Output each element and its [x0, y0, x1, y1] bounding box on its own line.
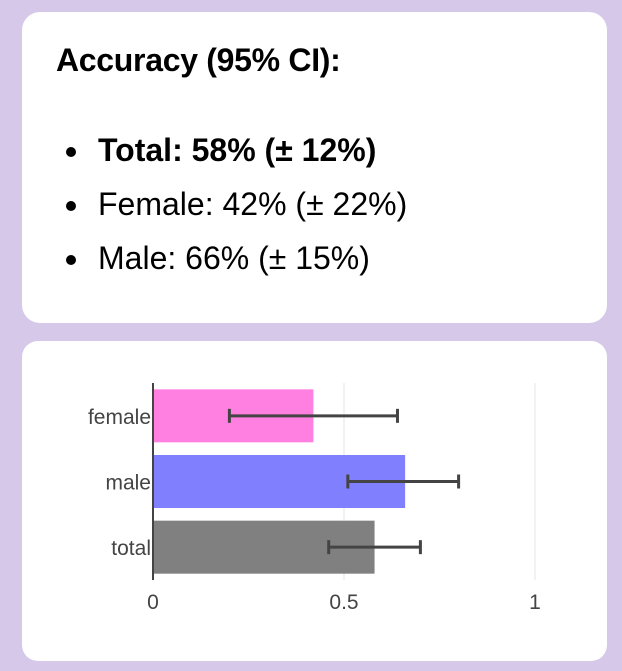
- list-item-male: Male: 66% (± 15%): [56, 238, 407, 292]
- x-tick-label-1: 0.5: [329, 591, 358, 614]
- accuracy-list: Total: 58% (± 12%) Female: 42% (± 22%) M…: [56, 130, 407, 292]
- x-tick-label-0: 0: [147, 591, 159, 614]
- y-tick-label-total: total: [111, 537, 151, 560]
- accuracy-chart-card: 0 0.5 1 female male total: [22, 341, 607, 661]
- x-tick-label-2: 1: [529, 591, 541, 614]
- summary-title: Accuracy (95% CI):: [56, 42, 341, 78]
- list-item-female: Female: 42% (± 22%): [56, 184, 407, 238]
- y-tick-label-female: female: [88, 406, 151, 429]
- accuracy-summary-card: Accuracy (95% CI): Total: 58% (± 12%) Fe…: [22, 12, 607, 323]
- list-item-total: Total: 58% (± 12%): [56, 130, 407, 184]
- accuracy-bar-chart: 0 0.5 1 female male total: [88, 383, 541, 614]
- y-tick-label-male: male: [105, 472, 151, 495]
